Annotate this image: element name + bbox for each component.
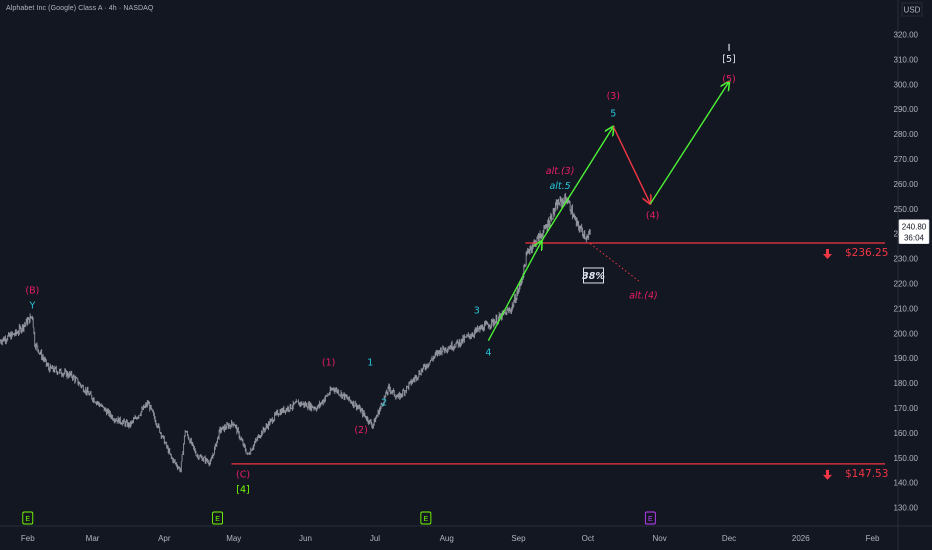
earnings-marker-icon [644,511,656,525]
y-tick-label: 220.00 [894,279,919,288]
down-arrow-icon [823,469,832,480]
wave-label: alt.(3) [546,166,575,177]
down-arrow-icon [823,248,832,259]
y-tick-label: 310.00 [894,55,919,64]
projection-arrow [612,126,650,204]
last-price-value: 240.80 [902,223,927,232]
wave-label: [5] [722,54,735,65]
earnings-marker-icon [420,511,432,525]
currency-label-group: USD [901,2,923,17]
wave-label: [4] [236,485,249,496]
time-axis[interactable]: Feb Mar Apr May Jun Jul Aug Sep Oct Nov Dec 2026 Feb [0,525,932,543]
projection-arrow [487,241,541,342]
wave-label: 2 [381,397,387,408]
x-tick-label: Feb [866,534,880,543]
x-tick-label: Sep [511,534,526,543]
wave-label: (4) [646,211,659,222]
projection-arrow [540,127,614,242]
y-tick-label: 270.00 [894,155,919,164]
earnings-marker-icon [22,511,34,525]
y-tick-label: 190.00 [894,354,919,363]
last-price-tag: 240.80 36:04 [898,219,930,244]
price-series [0,192,591,473]
wave-label: 4 [485,348,491,359]
wave-label: alt.(4) [629,290,658,301]
projection-arrow [649,82,729,205]
y-tick-label: 210.00 [894,304,919,313]
wave-label: 5 [610,109,616,120]
x-tick-label: Apr [158,534,171,543]
wave-label: (1) [322,358,335,369]
x-tick-label: Nov [652,534,666,543]
y-tick-label: 170.00 [894,404,919,413]
y-tick-label: 260.00 [894,180,919,189]
y-tick-label: 280.00 [894,130,919,139]
x-tick-label: Dec [722,534,736,543]
wave-label: Y [28,300,35,311]
y-tick-label: 180.00 [894,379,919,388]
wave-label: (5) [722,74,735,85]
y-tick-label: 140.00 [894,479,919,488]
bar-countdown: 36:04 [904,234,925,243]
level-label: $236.25 [845,247,888,259]
horizontal-levels: $236.25 $147.53 [231,242,888,480]
wave-labels: (B) Y (C) [4] (1) 1 (2) 2 3 4 alt.(3) alt.5 (3) 5 (4) a… [25,43,736,496]
wave-label: alt.5 [549,181,570,192]
x-tick-label: May [226,534,241,543]
wave-label: (2) [354,425,367,436]
y-tick-label: 200.00 [894,329,919,338]
y-tick-label: 130.00 [894,504,919,513]
price-axis[interactable]: 130.00 140.00 150.00 160.00 170.00 180.00 190.… [894,0,919,550]
y-tick-label: 230.00 [894,255,919,264]
y-tick-label: 250.00 [894,205,919,214]
earnings-marker-label: E [215,516,220,523]
x-tick-label: Mar [86,534,100,543]
currency-label: USD [904,6,921,15]
wave-label: 3 [474,305,480,316]
y-tick-label: 320.00 [894,30,919,39]
probability-box [582,267,604,284]
earnings-marker-label: E [424,516,429,523]
x-tick-label: Aug [440,534,454,543]
y-tick-label: 160.00 [894,429,919,438]
earnings-marker-label: E [648,516,653,523]
earnings-marker-label: E [25,516,30,523]
x-tick-label: Oct [582,534,595,543]
wave-label: (C) [236,470,250,481]
x-tick-label: Feb [21,534,35,543]
wave-label: 1 [367,358,373,369]
y-tick-label: 150.00 [894,454,919,463]
x-tick-label: Jun [299,534,312,543]
x-tick-label: Jul [370,534,380,543]
wave-label: (B) [25,285,39,296]
y-tick-label: 290.00 [894,105,919,114]
wave-projections [487,82,729,342]
earnings-marker-icon [212,511,224,525]
y-tick-label: 300.00 [894,80,919,89]
probability-label: 38% [582,271,605,282]
wave-label: (3) [607,91,620,102]
level-label: $147.53 [845,468,888,480]
x-tick-label: 2026 [792,534,810,543]
chart-header-title: Alphabet Inc (Google) Class A · 4h · NAS… [6,5,154,12]
